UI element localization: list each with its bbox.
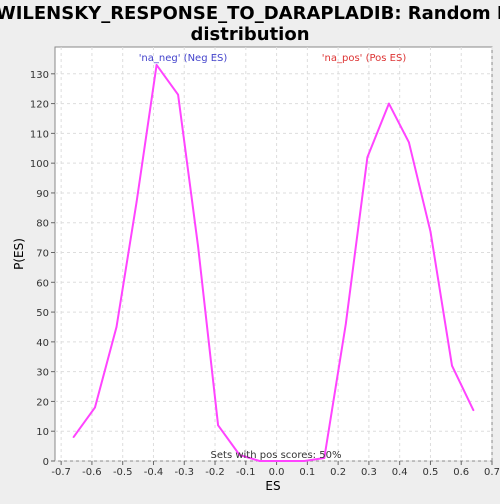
sets-pos-scores-note: Sets with pos scores: 50% [211,450,342,461]
y-axis-label: P(ES) [12,238,26,270]
x-tick-label: 0.0 [269,467,285,478]
plot-area [54,46,493,462]
y-tick-label: 90 [36,189,49,200]
y-tick-label: 40 [36,338,49,349]
x-axis-label: ES [265,479,280,493]
y-tick-label: 120 [30,100,49,111]
y-tick-label: 30 [36,368,49,379]
grid-lines [55,47,493,462]
y-axis: 0 10 20 30 40 50 60 70 80 90 100 110 120 130 [30,70,55,468]
data-point [135,201,138,203]
data-point [238,454,241,456]
x-tick-label: -0.2 [205,467,225,478]
data-point [155,64,158,66]
y-tick-label: 70 [36,249,49,260]
chart-title-line2: distribution [190,24,309,45]
data-point [345,323,347,325]
data-point [72,436,75,438]
y-tick-label: 100 [30,159,49,170]
data-point [472,409,475,412]
x-tick-label: -0.7 [51,467,71,478]
data-point [94,406,96,409]
es-distribution-line [72,63,475,462]
y-tick-label: 10 [36,427,49,438]
y-tick-label: 80 [36,219,49,230]
data-point [258,460,261,462]
data-point [408,141,410,144]
data-point [177,93,179,96]
x-tick-label: 0.6 [453,467,469,478]
data-point [303,460,306,462]
y-tick-label: 50 [36,308,49,319]
x-tick-label: 0.5 [422,467,438,478]
x-tick-label: 0.4 [392,467,408,478]
x-tick-label: 0.3 [361,467,377,478]
x-tick-label: 0.2 [330,467,346,478]
chart-title-line1: WILENSKY_RESPONSE_TO_DARAPLADIB: Random … [0,3,500,24]
y-tick-label: 20 [36,397,49,408]
y-tick-label: 0 [43,457,49,468]
annotation-neg-es: 'na_neg' (Neg ES) [139,53,228,64]
x-axis: -0.7 -0.6 -0.5 -0.4 -0.3 -0.2 -0.1 0.0 0.1 0.2 0.3… [51,461,500,478]
y-tick-label: 130 [30,70,49,81]
data-point [197,245,199,248]
x-tick-label: -0.6 [82,467,102,478]
data-point [323,457,326,459]
x-tick-label: -0.4 [144,467,164,478]
data-point [429,230,432,233]
annotation-pos-es: 'na_pos' (Pos ES) [322,53,407,64]
x-tick-label: 0.7 [484,467,500,478]
data-point [217,424,219,427]
data-point [388,102,390,105]
data-point [451,364,453,367]
x-tick-label: 0.1 [299,467,315,478]
x-tick-label: -0.1 [236,467,256,478]
x-tick-label: -0.3 [174,467,194,478]
x-tick-label: -0.5 [113,467,133,478]
data-point [115,326,118,328]
data-point [366,156,369,159]
y-tick-label: 60 [36,278,49,289]
y-tick-label: 110 [30,129,49,140]
data-point [281,460,284,462]
series-layer [72,63,475,462]
